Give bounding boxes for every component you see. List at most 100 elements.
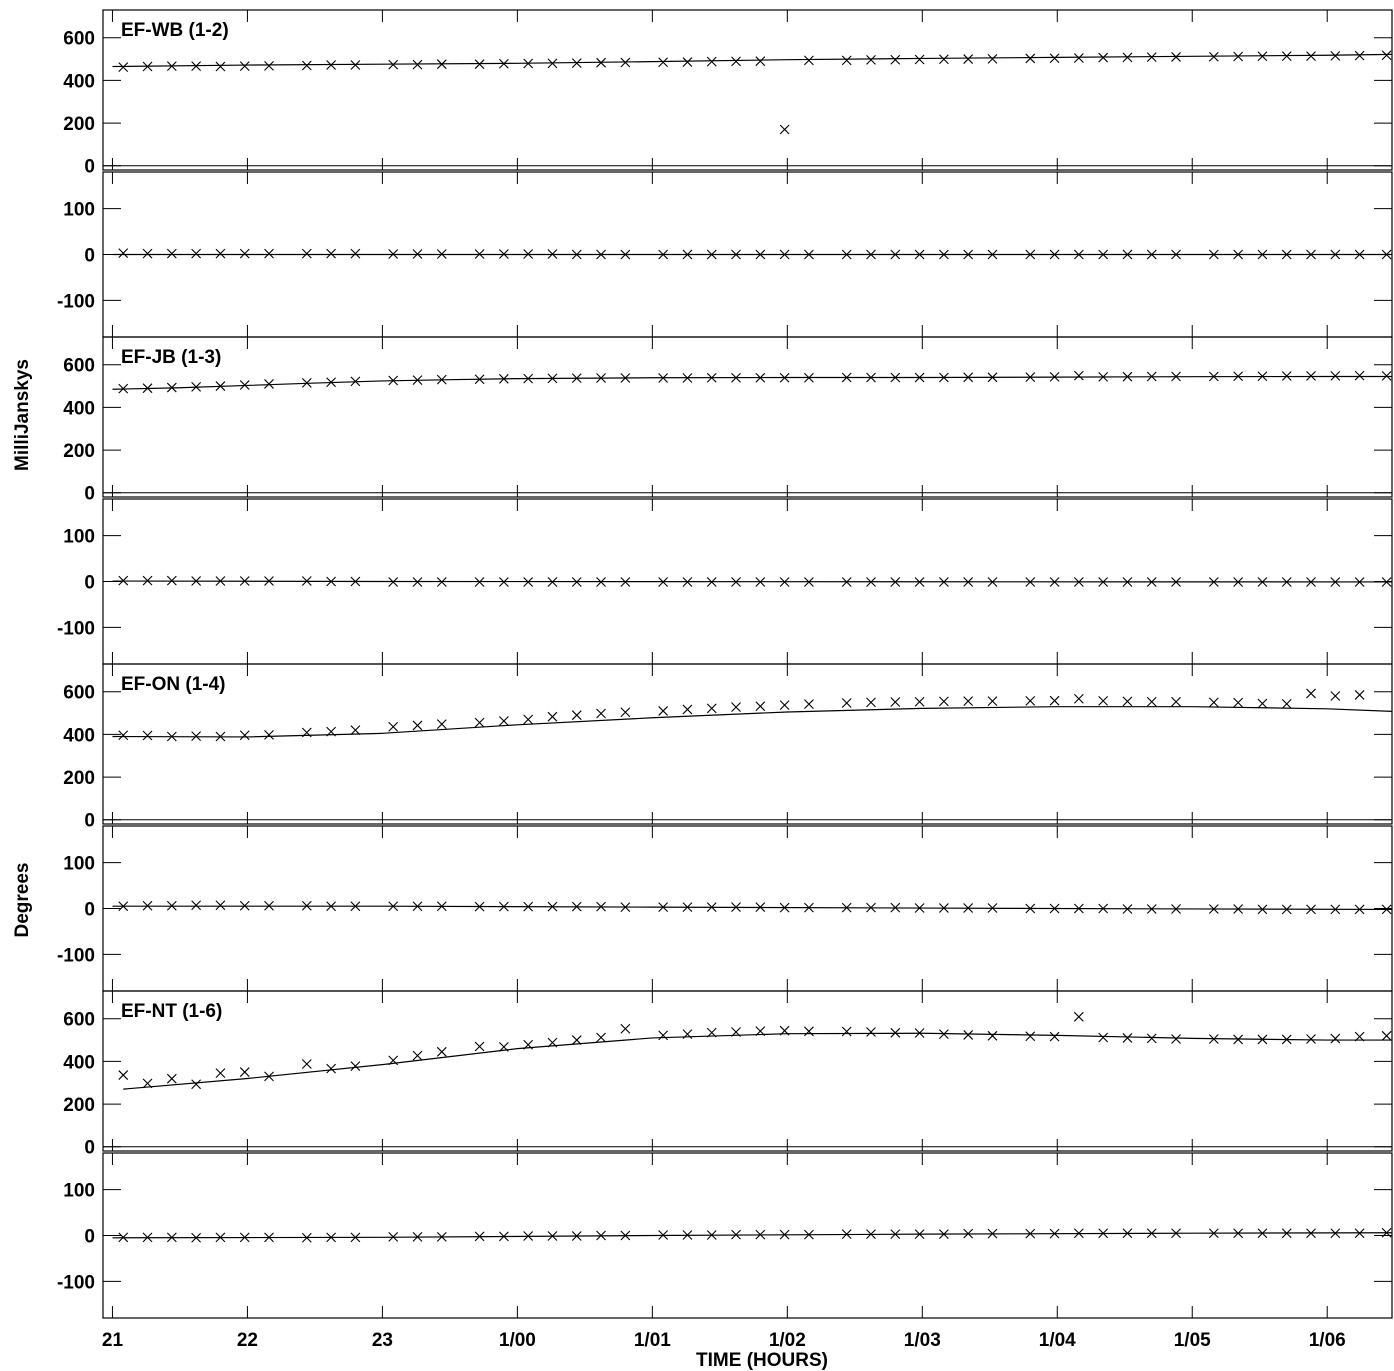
amplitude-point (890, 1027, 901, 1038)
phase-point (1122, 577, 1133, 587)
amplitude-point (142, 730, 153, 741)
amplitude-point (474, 59, 485, 70)
amplitude-tick-label: 0 (84, 1138, 95, 1159)
amplitude-point (682, 704, 693, 715)
amplitude-point (1257, 1034, 1268, 1045)
amplitude-point (571, 710, 582, 721)
amplitude-point (412, 375, 423, 385)
amplitude-point (1025, 1031, 1036, 1042)
amplitude-point (1233, 371, 1244, 382)
phase-point (1233, 904, 1244, 914)
phase-point (987, 1228, 998, 1239)
phase-point (1122, 1228, 1133, 1239)
amplitude-point (412, 720, 423, 731)
amplitude-point (841, 372, 852, 383)
amplitude-point (682, 373, 693, 383)
amplitude-point (658, 1030, 669, 1041)
phase-point (596, 901, 606, 912)
phase-tick-label: -100 (57, 618, 95, 639)
phase-point (1208, 904, 1219, 914)
phase-point (239, 248, 250, 259)
phase-point (1381, 577, 1392, 587)
x-tick-labels: 21 22 23 1/00 1/01 1/02 1/03 1/04 1/05 1/06 (102, 1330, 1346, 1351)
phase-point (239, 1232, 250, 1243)
phase-point (938, 903, 949, 913)
phase-point (191, 576, 202, 586)
amplitude-point (301, 1059, 312, 1069)
phase-point (412, 901, 423, 912)
amplitude-point (1098, 1032, 1109, 1043)
phase-point (1146, 904, 1157, 914)
amplitude-point (731, 702, 741, 712)
phase-point (1025, 1228, 1036, 1239)
amplitude-point (1330, 50, 1341, 61)
amplitude-point (301, 60, 312, 71)
phase-point (890, 902, 901, 913)
amplitude-point (326, 60, 336, 70)
phase-point (239, 576, 250, 586)
amplitude-point (215, 381, 226, 391)
amplitude-tick-label: 600 (63, 356, 95, 377)
phase-point (1073, 249, 1084, 260)
phase-tick-label: 0 (84, 900, 95, 921)
phase-point (326, 248, 336, 259)
phase-model-line (112, 905, 1393, 911)
amplitude-point (706, 372, 717, 383)
x-tick-label: 1/04 (1039, 1330, 1076, 1351)
phase-point (779, 902, 790, 913)
amplitude-point (523, 1039, 534, 1050)
amplitude-point (436, 1046, 447, 1057)
amplitude-point (866, 697, 876, 708)
phase-point (779, 1229, 790, 1240)
amplitude-point (239, 61, 250, 71)
phase-point (547, 901, 558, 912)
amplitude-point (1049, 695, 1060, 706)
phase-point (571, 1231, 582, 1241)
phase-point (326, 576, 336, 587)
amplitude-point (779, 1025, 790, 1036)
amplitude-tick-label: 200 (63, 114, 95, 135)
amplitude-point (1233, 51, 1244, 62)
x-tick-label: 21 (102, 1330, 124, 1351)
phase-point (571, 901, 582, 912)
phase-point (1281, 1228, 1292, 1239)
amplitude-point (350, 376, 361, 387)
phase-point (118, 248, 129, 259)
phase-point (412, 1231, 423, 1242)
amplitude-point (523, 373, 534, 384)
amplitude-tick-label: 200 (63, 441, 95, 462)
phase-point (1281, 904, 1292, 915)
baseline-panel: 0 200 400 600 -100 0 100 EF-WB (1-2) (57, 9, 1393, 338)
phase-point (596, 1230, 606, 1241)
phase-point (301, 1232, 312, 1243)
amplitude-tick-label: 400 (63, 1052, 95, 1073)
phase-point (682, 249, 693, 260)
phase-point (326, 1232, 336, 1243)
phase-point (571, 577, 582, 587)
phase-point (658, 577, 669, 587)
amplitude-point (498, 58, 509, 69)
x-tick-label: 22 (237, 1330, 258, 1351)
amplitude-tick-label: 600 (63, 683, 95, 704)
phase-point (523, 901, 534, 912)
amplitude-point (963, 696, 974, 707)
panels: 0 200 400 600 -100 0 100 EF-WB (1-2) 0 200 400 600 -… (57, 9, 1393, 1319)
phase-point (1354, 1228, 1365, 1239)
amplitude-point (620, 373, 631, 383)
phase-point (436, 577, 447, 587)
amplitude-point (1098, 52, 1109, 63)
amplitude-point (620, 1023, 631, 1034)
phase-point (1257, 249, 1268, 260)
phase-model-line (112, 580, 1393, 583)
phase-point (142, 900, 153, 911)
phase-point (436, 249, 447, 259)
amplitude-point (1354, 1031, 1365, 1042)
amplitude-point (166, 382, 177, 393)
amplitude-point (388, 1055, 399, 1066)
amplitude-point (264, 379, 274, 389)
phase-point (779, 249, 790, 260)
phase-point (1098, 249, 1109, 260)
amplitude-point (215, 731, 226, 742)
amplitude-point (938, 54, 949, 65)
phase-point (1330, 904, 1341, 915)
